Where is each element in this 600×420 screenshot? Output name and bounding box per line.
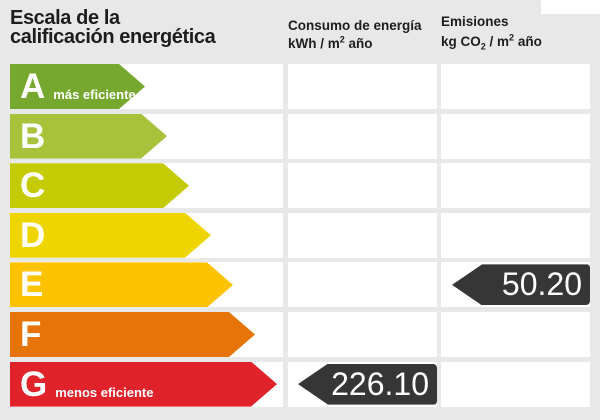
consumo-cell-f — [288, 311, 437, 357]
consumo-cell-c — [288, 163, 437, 209]
rating-letter-b: B — [20, 116, 46, 156]
rating-letter-c: C — [20, 166, 46, 206]
rating-row-e: E 50.20 — [0, 262, 600, 308]
rating-row-a: A más eficiente — [0, 64, 600, 109]
rating-row-b: B — [0, 113, 600, 159]
rating-letter-e: E — [20, 265, 44, 305]
emisiones-cell-c — [441, 163, 590, 209]
consumo-cell-b — [288, 113, 437, 159]
emisiones-header-title: Emisiones — [441, 14, 509, 29]
bar-cell-c: C — [10, 163, 283, 209]
emisiones-cell-g — [441, 361, 590, 407]
rating-letter-f: F — [20, 314, 42, 354]
rating-bar-a: A más eficiente — [10, 64, 145, 109]
bar-cell-e: E — [10, 262, 283, 308]
consumo-value-indicator: 226.10 — [298, 363, 437, 405]
page-title-line2: calificación energética — [10, 26, 216, 48]
page-corner-patch — [541, 0, 600, 14]
rating-bar-e: E — [10, 262, 233, 307]
rating-row-g: G menos eficiente 226.10 — [0, 361, 600, 407]
bar-cell-b: B — [10, 113, 283, 159]
consumo-cell-g: 226.10 — [288, 361, 437, 407]
rating-letter-d: D — [20, 215, 46, 255]
rating-row-f: F — [0, 311, 600, 357]
column-header-emisiones: Emisiones kg CO2 / m2 año — [441, 12, 542, 52]
rating-letter-g: G — [20, 364, 48, 404]
emisiones-header-unit: kg CO2 / m2 año — [441, 32, 542, 52]
emisiones-cell-b — [441, 113, 590, 159]
qualifier-most-efficient: más eficiente — [53, 87, 136, 102]
rating-bar-f: F — [10, 312, 255, 357]
consumo-cell-a — [288, 64, 437, 109]
rating-rows: A más eficiente B C — [0, 64, 600, 411]
bar-cell-f: F — [10, 311, 283, 357]
column-header-consumo: Consumo de energía kWh / m2 año — [288, 17, 422, 53]
rating-bar-c: C — [10, 163, 189, 208]
page-title: Escala de la calificación energética — [10, 7, 216, 48]
emisiones-cell-f — [441, 311, 590, 357]
page-title-line1: Escala de la — [10, 7, 120, 29]
emisiones-cell-e: 50.20 — [441, 262, 590, 308]
consumo-header-title: Consumo de energía — [288, 18, 422, 33]
rating-bar-b: B — [10, 114, 167, 159]
qualifier-least-efficient: menos eficiente — [55, 384, 154, 400]
bar-cell-g: G menos eficiente — [10, 361, 283, 407]
emisiones-cell-a — [441, 64, 590, 109]
consumo-cell-e — [288, 262, 437, 308]
consumo-header-unit: kWh / m2 año — [288, 34, 373, 51]
rating-letter-a: A — [20, 67, 46, 106]
rating-row-c: C — [0, 163, 600, 209]
consumo-cell-d — [288, 212, 437, 258]
emisiones-cell-d — [441, 212, 590, 258]
rating-bar-g: G menos eficiente — [10, 362, 277, 407]
rating-bar-d: D — [10, 213, 211, 258]
emisiones-value-indicator: 50.20 — [452, 264, 590, 306]
bar-cell-a: A más eficiente — [10, 64, 283, 109]
bar-cell-d: D — [10, 212, 283, 258]
rating-row-d: D — [0, 212, 600, 258]
